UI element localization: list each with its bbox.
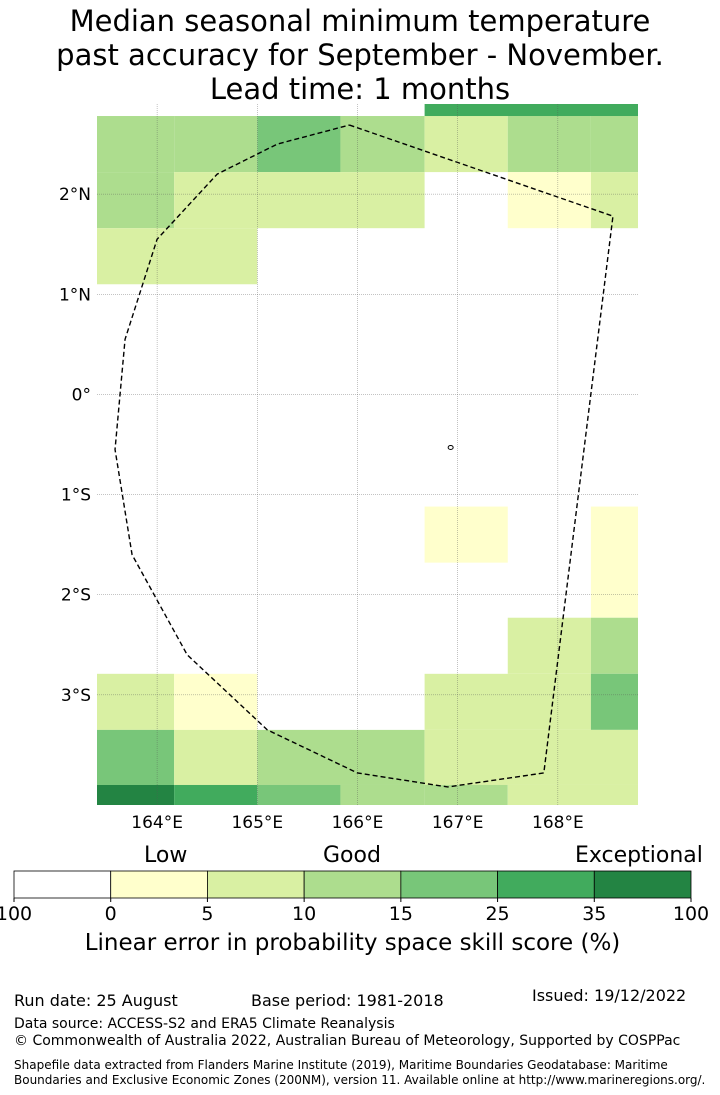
skill-cell <box>424 673 591 730</box>
copyright: © Commonwealth of Australia 2022, Austra… <box>14 1033 681 1049</box>
skill-cell <box>174 116 258 173</box>
title-line-3: Lead time: 1 months <box>209 72 511 106</box>
lat-tick-label: 1°S <box>61 486 91 506</box>
skill-cell <box>424 104 638 117</box>
lat-tick-label: 0° <box>72 385 91 405</box>
graticule <box>97 104 638 805</box>
colorbar <box>13 870 692 899</box>
colorbar-swatch <box>13 870 112 899</box>
skill-cells <box>97 104 638 805</box>
lon-tick-label: 167°E <box>432 813 484 833</box>
colorbar-tick-label: 5 <box>201 903 213 925</box>
skill-cell <box>97 673 175 730</box>
skill-cell <box>507 617 591 674</box>
skill-cell <box>507 172 591 229</box>
colorbar-word-low: Low <box>144 843 188 868</box>
colorbar-tick-label: 35 <box>582 903 606 925</box>
map-title: Median seasonal minimum temperature past… <box>0 4 720 106</box>
skill-cell <box>424 729 638 785</box>
skill-cell <box>424 116 508 173</box>
skill-cell <box>174 673 258 730</box>
skill-cell <box>590 506 638 618</box>
shapefile-credit-line-2: Boundaries and Exclusive Economic Zones … <box>14 1073 706 1087</box>
skill-cell <box>424 506 508 563</box>
skill-cell <box>257 784 341 805</box>
skill-cell <box>257 729 425 785</box>
skill-cell <box>590 116 638 173</box>
title-line-1: Median seasonal minimum temperature <box>69 4 651 38</box>
skill-cell <box>174 172 425 229</box>
skill-cell <box>174 729 258 785</box>
skill-cell <box>340 116 425 173</box>
skill-cell <box>97 172 175 229</box>
skill-cell <box>97 784 175 805</box>
colorbar-label: Linear error in probability space skill … <box>84 930 621 956</box>
colorbar-swatch <box>207 870 305 899</box>
skill-cell <box>97 228 258 285</box>
colorbar-tick-label: 0 <box>105 903 117 925</box>
colorbar-swatch <box>497 870 595 899</box>
skill-cell <box>590 617 638 674</box>
latitude-labels: 2°N 1°N 0° 1°S 2°S 3°S <box>59 185 91 706</box>
skill-cell <box>340 784 425 805</box>
lat-tick-label: 2°S <box>61 586 91 606</box>
title-line-2: past accuracy for September - November. <box>56 38 664 72</box>
eez-boundary <box>114 124 614 788</box>
base-period: Base period: 1981-2018 <box>251 991 444 1010</box>
run-date: Run date: 25 August <box>14 991 178 1010</box>
lat-tick-label: 1°N <box>59 285 91 305</box>
colorbar-tick-label: 100 <box>0 903 32 925</box>
data-source: Data source: ACCESS-S2 and ERA5 Climate … <box>14 1016 395 1032</box>
colorbar-word-exceptional: Exceptional <box>575 843 703 868</box>
colorbar-swatch <box>400 870 498 899</box>
colorbar-tick-label: 15 <box>389 903 413 925</box>
colorbar-tick-label: 25 <box>485 903 509 925</box>
skill-cell <box>174 784 258 805</box>
skill-cell <box>507 116 591 173</box>
shapefile-credit-line-1: Shapefile data extracted from Flanders M… <box>14 1058 668 1072</box>
skill-cell <box>257 116 341 173</box>
lat-tick-label: 3°S <box>61 686 91 706</box>
lon-tick-label: 165°E <box>231 813 283 833</box>
lat-tick-label: 2°N <box>59 185 91 205</box>
skill-cell <box>590 673 638 730</box>
colorbar-tick-label: 100 <box>673 903 709 925</box>
colorbar-tick-label: 10 <box>292 903 316 925</box>
skill-cell <box>424 784 508 805</box>
colorbar-swatch <box>593 870 692 899</box>
longitude-labels: 164°E 165°E 166°E 167°E 168°E <box>131 813 583 833</box>
issued-date: Issued: 19/12/2022 <box>532 986 687 1005</box>
skill-cell <box>590 172 638 229</box>
skill-cell <box>97 116 175 173</box>
lon-tick-label: 166°E <box>332 813 384 833</box>
skill-cell <box>97 729 175 785</box>
lon-tick-label: 168°E <box>532 813 584 833</box>
colorbar-swatch <box>110 870 208 899</box>
lon-tick-label: 164°E <box>131 813 183 833</box>
colorbar-swatch <box>303 870 402 899</box>
colorbar-word-good: Good <box>323 843 381 868</box>
colorbar-ticks: 100 0 5 10 15 25 35 100 <box>0 898 709 925</box>
skill-cell <box>507 784 638 805</box>
island-outline <box>447 444 454 450</box>
